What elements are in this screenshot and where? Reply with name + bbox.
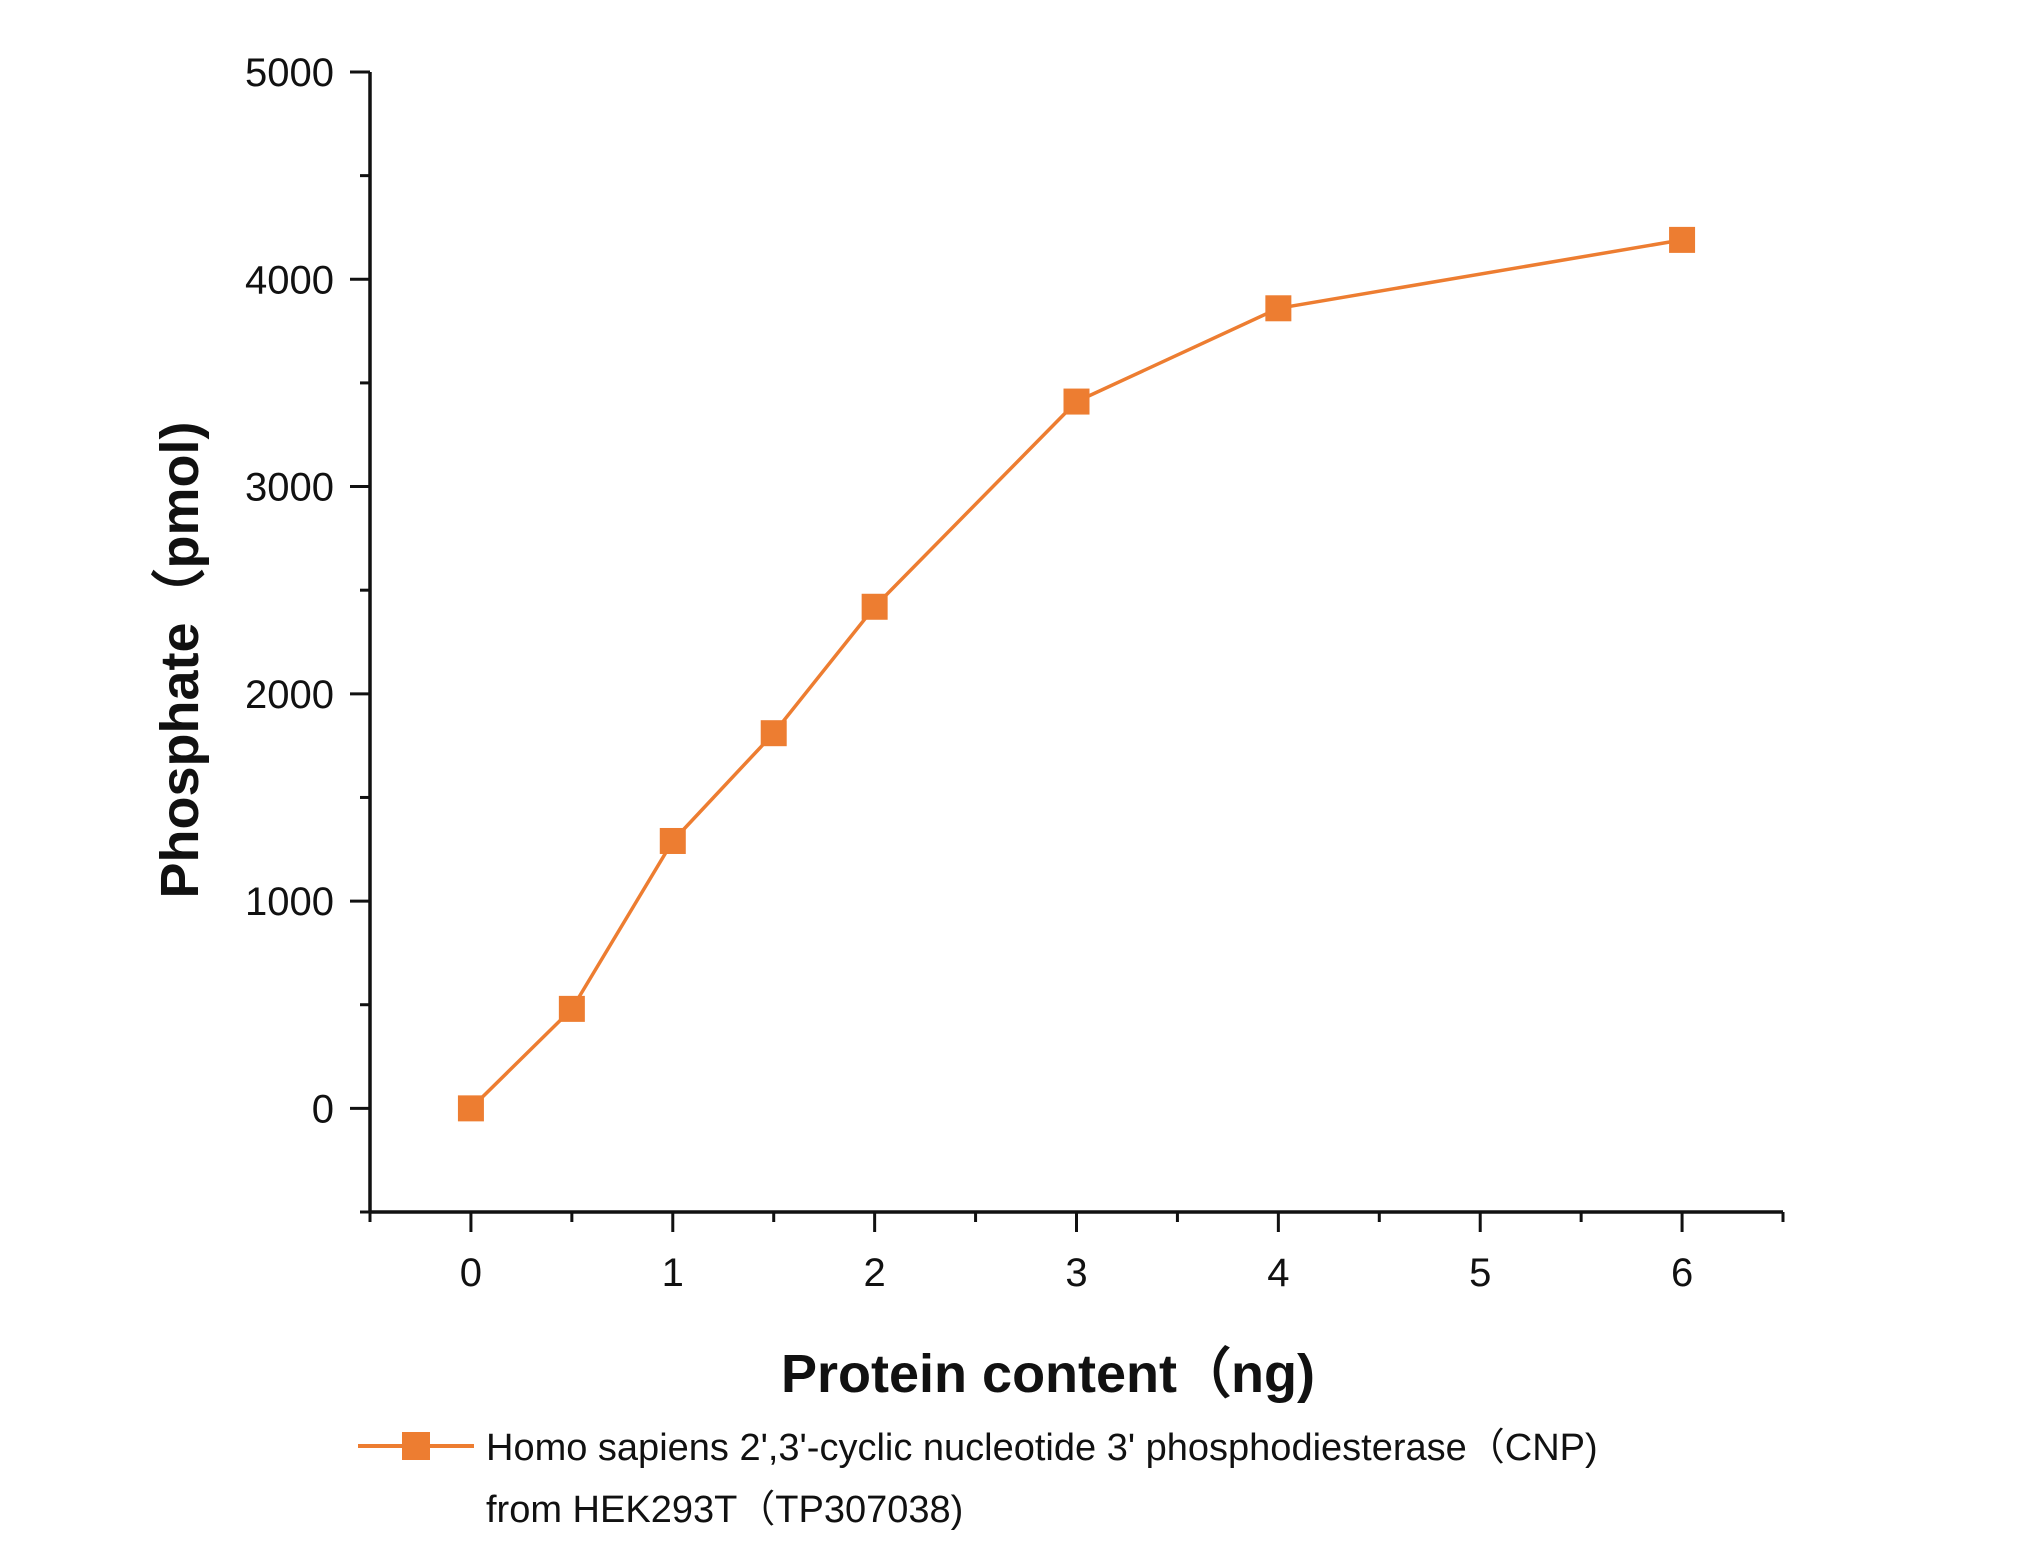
y-tick-label: 2000 [245,673,334,717]
data-point [457,1095,484,1122]
y-tick-label: 5000 [245,51,334,95]
legend-marker [402,1432,430,1460]
data-point [558,995,585,1022]
x-tick-label: 6 [1671,1251,1693,1295]
x-axis-title: Protein content（ng) [781,1344,1315,1404]
data-point [861,593,888,620]
x-tick-label: 1 [662,1251,684,1295]
legend: Homo sapiens 2',3'-cyclic nucleotide 3' … [358,1427,1598,1531]
series-layer [457,226,1696,1122]
data-point [1063,388,1090,415]
x-tick-label: 2 [864,1251,886,1295]
legend-label-line1: Homo sapiens 2',3'-cyclic nucleotide 3' … [486,1427,1598,1469]
data-point [1265,295,1292,322]
y-axis-title: Phosphate（pmol) [150,421,210,898]
y-tick-label: 3000 [245,466,334,510]
x-tick-label: 4 [1267,1251,1289,1295]
data-point [760,720,787,747]
y-tick-label: 0 [312,1087,334,1131]
x-tick-label: 0 [460,1251,482,1295]
axes: 0 1000 2000 3000 4000 5000 0 1 2 3 4 5 6 [245,51,1785,1295]
x-tick-label: 5 [1469,1251,1491,1295]
series-line [469,238,1683,1110]
legend-label-line2: from HEK293T（TP307038) [486,1489,963,1531]
data-point [1669,226,1696,253]
x-tick-label: 3 [1065,1251,1087,1295]
y-tick-label: 1000 [245,880,334,924]
data-point [659,827,686,854]
y-tick-label: 4000 [245,258,334,302]
